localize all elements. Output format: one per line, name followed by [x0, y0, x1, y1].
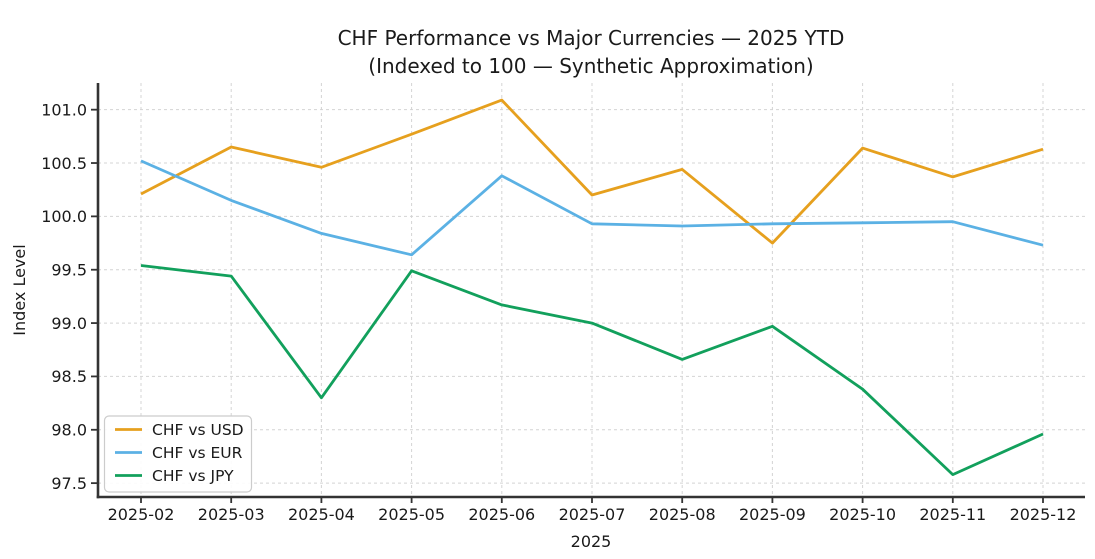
x-tick-label: 2025-04 — [288, 505, 355, 524]
y-tick-label: 99.0 — [51, 314, 87, 333]
legend-box — [103, 415, 253, 493]
legend-item-chf-vs-eur: CHF vs EUR — [115, 444, 243, 462]
y-tick-label: 98.5 — [51, 367, 87, 386]
text-layer: CHF Performance vs Major Currencies — 20… — [10, 26, 844, 551]
series-line-chf-vs-jpy — [140, 264, 1044, 477]
legend: CHF vs USD CHF vs EUR CHF vs JPY — [103, 415, 253, 493]
plot-area: 97.5 98.0 98.5 99.0 99.5 100.0 100.5 101.0 2025-… — [41, 83, 1085, 524]
x-tick-label: 2025-02 — [108, 505, 175, 524]
x-tick-label: 2025-09 — [739, 505, 806, 524]
x-tick-label: 2025-08 — [649, 505, 716, 524]
legend-label: CHF vs USD — [152, 421, 244, 439]
y-tick-label: 100.0 — [41, 207, 87, 226]
legend-item-chf-vs-usd: CHF vs USD — [115, 421, 244, 439]
y-tick-label: 100.5 — [41, 154, 87, 173]
legend-label: CHF vs EUR — [152, 444, 243, 462]
chart-title: CHF Performance vs Major Currencies — 20… — [338, 26, 845, 50]
y-tick-label: 97.5 — [51, 474, 87, 493]
chart-subtitle: (Indexed to 100 — Synthetic Approximatio… — [368, 54, 813, 78]
x-tick-label: 2025-03 — [198, 505, 265, 524]
gridlines — [98, 83, 1085, 497]
legend-label: CHF vs JPY — [152, 467, 234, 485]
x-tick-label: 2025-05 — [378, 505, 445, 524]
x-tick-label: 2025-07 — [559, 505, 626, 524]
y-tick-label: 98.0 — [51, 421, 87, 440]
y-tick-label: 101.0 — [41, 100, 87, 119]
x-tick-label: 2025-12 — [1010, 505, 1077, 524]
x-tick-label: 2025-10 — [829, 505, 896, 524]
series-line-chf-vs-eur — [140, 159, 1044, 257]
x-tick-label: 2025-11 — [919, 505, 986, 524]
axes: 97.5 98.0 98.5 99.0 99.5 100.0 100.5 101.0 2025-… — [41, 83, 1085, 524]
x-axis-label: 2025 — [571, 532, 612, 551]
series-line-chf-vs-usd — [140, 98, 1044, 245]
series-lines — [140, 98, 1044, 477]
y-axis-label: Index Level — [10, 244, 29, 335]
y-tick-label: 99.5 — [51, 260, 87, 279]
x-tick-label: 2025-06 — [468, 505, 535, 524]
legend-item-chf-vs-jpy: CHF vs JPY — [115, 467, 234, 485]
